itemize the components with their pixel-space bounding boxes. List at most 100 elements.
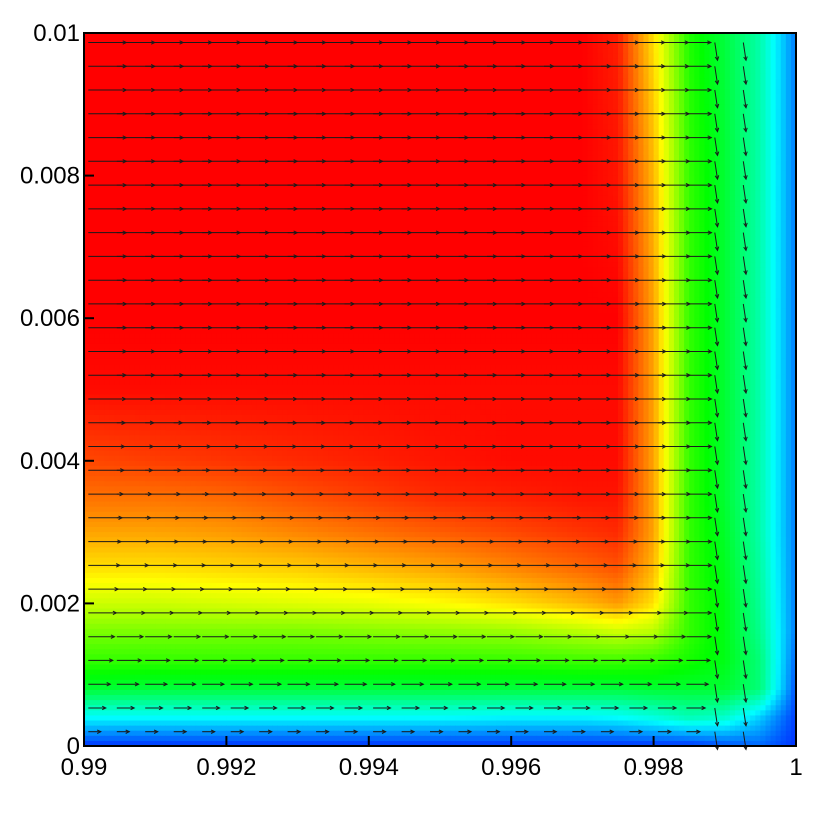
field-cell	[587, 185, 594, 192]
field-cell	[404, 68, 411, 75]
field-cell	[246, 190, 253, 197]
field-cell	[414, 175, 421, 182]
field-cell	[236, 170, 243, 177]
field-cell	[297, 190, 304, 197]
field-cell	[399, 175, 405, 182]
field-cell	[785, 150, 792, 156]
field-cell	[104, 58, 111, 65]
field-cell	[618, 170, 624, 177]
field-cell	[104, 119, 111, 126]
field-cell	[562, 38, 568, 44]
field-cell	[180, 119, 187, 126]
field-cell	[506, 33, 512, 39]
field-cell	[302, 58, 309, 65]
field-cell	[562, 155, 568, 161]
field-cell	[282, 48, 289, 54]
field-cell	[455, 139, 461, 146]
field-cell	[94, 170, 100, 177]
field-cell	[160, 53, 166, 60]
field-cell	[689, 145, 695, 151]
field-cell	[84, 211, 90, 217]
field-cell	[729, 201, 736, 207]
field-cell	[211, 99, 217, 105]
field-cell	[689, 109, 695, 116]
field-cell	[531, 109, 538, 116]
field-cell	[724, 180, 731, 187]
field-cell	[180, 155, 187, 161]
field-cell	[94, 211, 100, 217]
field-cell	[114, 170, 121, 177]
field-cell	[99, 129, 105, 136]
field-cell	[195, 170, 202, 177]
field-cell	[277, 89, 283, 95]
field-cell	[99, 201, 105, 207]
field-cell	[277, 58, 283, 65]
field-cell	[531, 165, 538, 172]
field-cell	[312, 211, 319, 217]
field-cell	[277, 195, 283, 202]
field-cell	[572, 129, 578, 136]
field-cell	[531, 89, 538, 95]
field-cell	[114, 201, 121, 207]
field-cell	[460, 165, 467, 172]
field-cell	[226, 155, 233, 161]
field-cell	[740, 104, 746, 110]
field-cell	[638, 99, 645, 105]
field-cell	[633, 165, 639, 172]
field-cell	[145, 94, 151, 100]
field-cell	[409, 129, 416, 136]
field-cell	[185, 170, 192, 177]
field-cell	[689, 83, 695, 90]
field-cell	[180, 58, 187, 65]
field-cell	[541, 129, 548, 136]
field-cell	[623, 150, 629, 156]
field-cell	[353, 78, 360, 85]
field-cell	[200, 175, 207, 182]
field-cell	[338, 99, 344, 105]
field-cell	[495, 145, 502, 151]
field-cell	[251, 165, 258, 172]
field-cell	[628, 119, 634, 126]
field-cell	[292, 175, 299, 182]
field-cell	[145, 170, 151, 177]
field-cell	[602, 68, 609, 75]
field-cell	[190, 89, 197, 95]
field-cell	[119, 114, 126, 121]
field-cell	[256, 38, 263, 44]
field-cell	[755, 58, 761, 65]
field-cell	[256, 89, 263, 95]
field-cell	[755, 206, 761, 212]
field-cell	[729, 175, 736, 182]
field-cell	[531, 119, 538, 126]
field-cell	[501, 124, 507, 131]
field-cell	[740, 58, 746, 65]
field-cell	[363, 53, 370, 60]
field-cell	[765, 99, 772, 105]
field-cell	[353, 185, 360, 192]
field-cell	[648, 165, 655, 172]
field-cell	[216, 129, 222, 136]
field-cell	[378, 155, 385, 161]
field-cell	[251, 48, 258, 54]
field-cell	[434, 190, 441, 197]
field-cell	[623, 139, 629, 146]
field-cell	[618, 99, 624, 105]
field-cell	[251, 53, 258, 60]
field-cell	[323, 195, 329, 202]
field-cell	[597, 139, 604, 146]
field-cell	[323, 99, 329, 105]
field-cell	[99, 53, 105, 60]
field-cell	[587, 89, 594, 95]
field-cell	[567, 114, 573, 121]
field-cell	[399, 109, 405, 116]
field-cell	[267, 104, 273, 110]
field-cell	[231, 83, 238, 90]
field-cell	[328, 150, 334, 156]
field-cell	[297, 38, 304, 44]
field-cell	[160, 68, 166, 75]
field-cell	[734, 134, 741, 141]
field-cell	[628, 155, 634, 161]
field-cell	[267, 73, 273, 80]
field-cell	[562, 124, 568, 131]
field-cell	[419, 78, 426, 85]
